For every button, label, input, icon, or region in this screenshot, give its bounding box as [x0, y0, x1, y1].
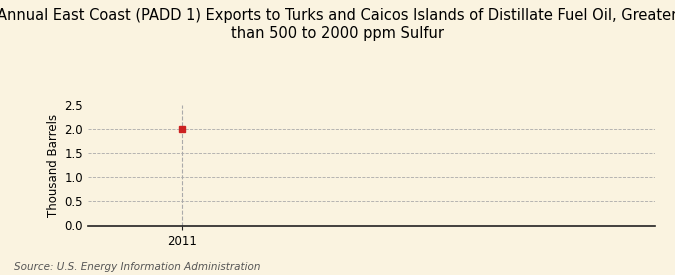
Text: Source: U.S. Energy Information Administration: Source: U.S. Energy Information Administ…	[14, 262, 260, 272]
Y-axis label: Thousand Barrels: Thousand Barrels	[47, 113, 60, 217]
Text: Annual East Coast (PADD 1) Exports to Turks and Caicos Islands of Distillate Fue: Annual East Coast (PADD 1) Exports to Tu…	[0, 8, 675, 41]
